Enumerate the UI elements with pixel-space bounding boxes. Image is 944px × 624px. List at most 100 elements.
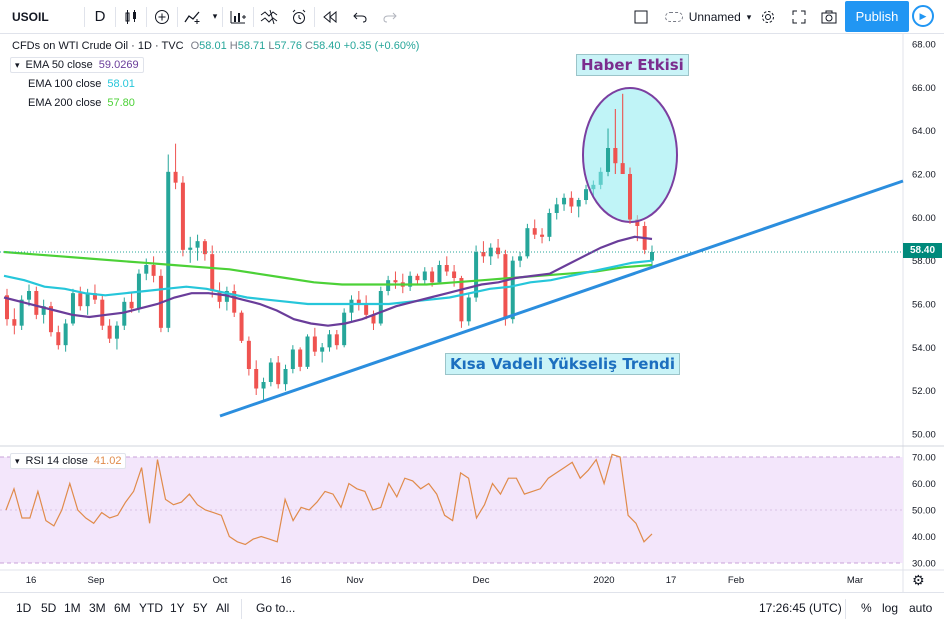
undo-icon[interactable] <box>345 0 375 34</box>
candle-body <box>92 293 97 300</box>
compare-plus-icon[interactable] <box>147 0 177 34</box>
time-tick-label: Dec <box>473 575 490 586</box>
candle-body <box>349 299 354 313</box>
range-1y[interactable]: 1Y <box>170 601 185 615</box>
candle-body <box>518 256 523 261</box>
layout-name-button[interactable]: Unnamed ▾ <box>658 0 758 34</box>
candle-body <box>532 228 537 235</box>
candle-body <box>525 228 530 257</box>
log-toggle[interactable]: log <box>882 601 899 615</box>
candle-body <box>547 213 552 237</box>
candle-body <box>85 293 90 307</box>
fullscreen-icon[interactable] <box>784 0 814 34</box>
indicator-rsi-label: RSI 14 close <box>25 455 88 467</box>
candle-body <box>78 293 83 307</box>
candle-body <box>474 252 479 298</box>
rsi-tick-label: 60.00 <box>912 479 936 490</box>
candle-body <box>430 271 435 283</box>
time-tick-label: 17 <box>666 575 677 586</box>
candle-body <box>188 247 193 250</box>
candle-body <box>327 334 332 348</box>
candle-body <box>180 182 185 250</box>
goto-button[interactable]: Go to... <box>256 601 296 615</box>
indicator-ema100-label: EMA 100 close <box>28 78 102 90</box>
symbol-search[interactable]: USOIL <box>12 9 49 24</box>
chevron-down-icon[interactable]: ▾ <box>212 11 218 21</box>
price-tick-label: 60.00 <box>912 213 936 224</box>
range-all[interactable]: All <box>216 601 230 615</box>
indicator-rsi[interactable]: ▾ RSI 14 close 41.02 <box>10 453 127 469</box>
bottom-divider <box>241 599 242 619</box>
candle-body <box>569 197 574 207</box>
candle-body <box>613 148 618 164</box>
price-tick-label: 66.00 <box>912 83 936 94</box>
time-tick-label: Feb <box>728 575 744 586</box>
range-5d[interactable]: 5D <box>41 601 57 615</box>
candle-body <box>290 349 295 369</box>
indicator-ema50-box[interactable]: ▾ EMA 50 close 59.0269 <box>10 57 144 73</box>
clock-time[interactable]: 17:26:45 (UTC) <box>759 601 842 615</box>
axis-settings-gear-icon[interactable]: ⚙ <box>912 572 925 588</box>
alert-icon[interactable] <box>284 0 314 34</box>
toolbar-divider <box>253 6 254 27</box>
indicator-ema50[interactable]: ▾ EMA 50 close 59.0269 <box>10 57 144 73</box>
interval-button[interactable]: D <box>94 8 106 25</box>
ohlc-change: +0.35 (+0.60%) <box>343 40 420 52</box>
candle-body <box>26 291 31 300</box>
time-tick-label: Nov <box>347 575 364 586</box>
annotation-uptrend[interactable]: Kısa Vadeli Yükseliş Trendi <box>445 353 681 375</box>
uptrend-line <box>219 179 904 418</box>
candle-body <box>452 271 457 278</box>
range-5y[interactable]: 5Y <box>193 601 208 615</box>
candle-body <box>334 334 339 346</box>
auto-toggle[interactable]: auto <box>909 601 933 615</box>
rsi-tick-label: 70.00 <box>912 453 936 464</box>
candle-body <box>144 265 149 274</box>
time-tick-label: Mar <box>847 575 863 586</box>
candle-body <box>232 291 237 313</box>
redo-icon[interactable] <box>375 0 405 34</box>
candle-body <box>606 148 611 172</box>
candle-body <box>151 265 156 276</box>
candle-body <box>114 325 119 339</box>
indicators-icon[interactable] <box>178 0 208 34</box>
price-tick-label: 62.00 <box>912 170 936 181</box>
range-1d[interactable]: 1D <box>16 601 32 615</box>
templates-icon[interactable] <box>223 0 253 34</box>
ema50-line <box>3 235 653 327</box>
candle-body <box>437 265 442 283</box>
chevron-down-icon[interactable]: ▾ <box>15 59 20 70</box>
fib-icon[interactable] <box>254 0 284 34</box>
candle-body <box>283 369 288 385</box>
chevron-down-icon[interactable]: ▾ <box>15 455 20 466</box>
play-icon[interactable]: ▶ <box>912 5 934 27</box>
range-6m[interactable]: 6M <box>114 601 131 615</box>
settings-gear-icon[interactable] <box>753 0 783 34</box>
candle-body <box>305 336 310 367</box>
candle-body <box>620 163 625 174</box>
publish-button[interactable]: Publish <box>845 1 909 32</box>
candle-body <box>12 319 17 326</box>
candle-body <box>540 234 545 237</box>
percent-toggle[interactable]: % <box>861 601 872 615</box>
fullscreen-square-icon[interactable] <box>626 0 656 34</box>
indicator-ema200-label: EMA 200 close <box>28 97 102 109</box>
range-3m[interactable]: 3M <box>89 601 106 615</box>
range-1m[interactable]: 1M <box>64 601 81 615</box>
price-tick-label: 64.00 <box>912 126 936 137</box>
price-chart[interactable]: 68.00 66.00 64.00 62.00 60.00 58.00 56.00 54.00… <box>0 34 944 592</box>
toolbar-divider <box>146 6 147 27</box>
ohlc-open: 58.01 <box>199 40 227 52</box>
candles-icon[interactable] <box>116 0 146 34</box>
indicator-rsi-box[interactable]: ▾ RSI 14 close 41.02 <box>10 453 127 469</box>
camera-icon[interactable] <box>814 0 844 34</box>
annotation-news-effect[interactable]: Haber Etkisi <box>576 54 689 76</box>
indicator-ema100[interactable]: EMA 100 close 58.01 <box>28 78 135 90</box>
indicator-ema200[interactable]: EMA 200 close 57.80 <box>28 97 135 109</box>
replay-icon[interactable] <box>315 0 345 34</box>
range-ytd[interactable]: YTD <box>139 601 163 615</box>
ohlc-close-label: C <box>305 40 313 52</box>
candle-body <box>202 241 207 255</box>
candle-body <box>562 197 567 205</box>
toolbar-divider <box>177 6 178 27</box>
